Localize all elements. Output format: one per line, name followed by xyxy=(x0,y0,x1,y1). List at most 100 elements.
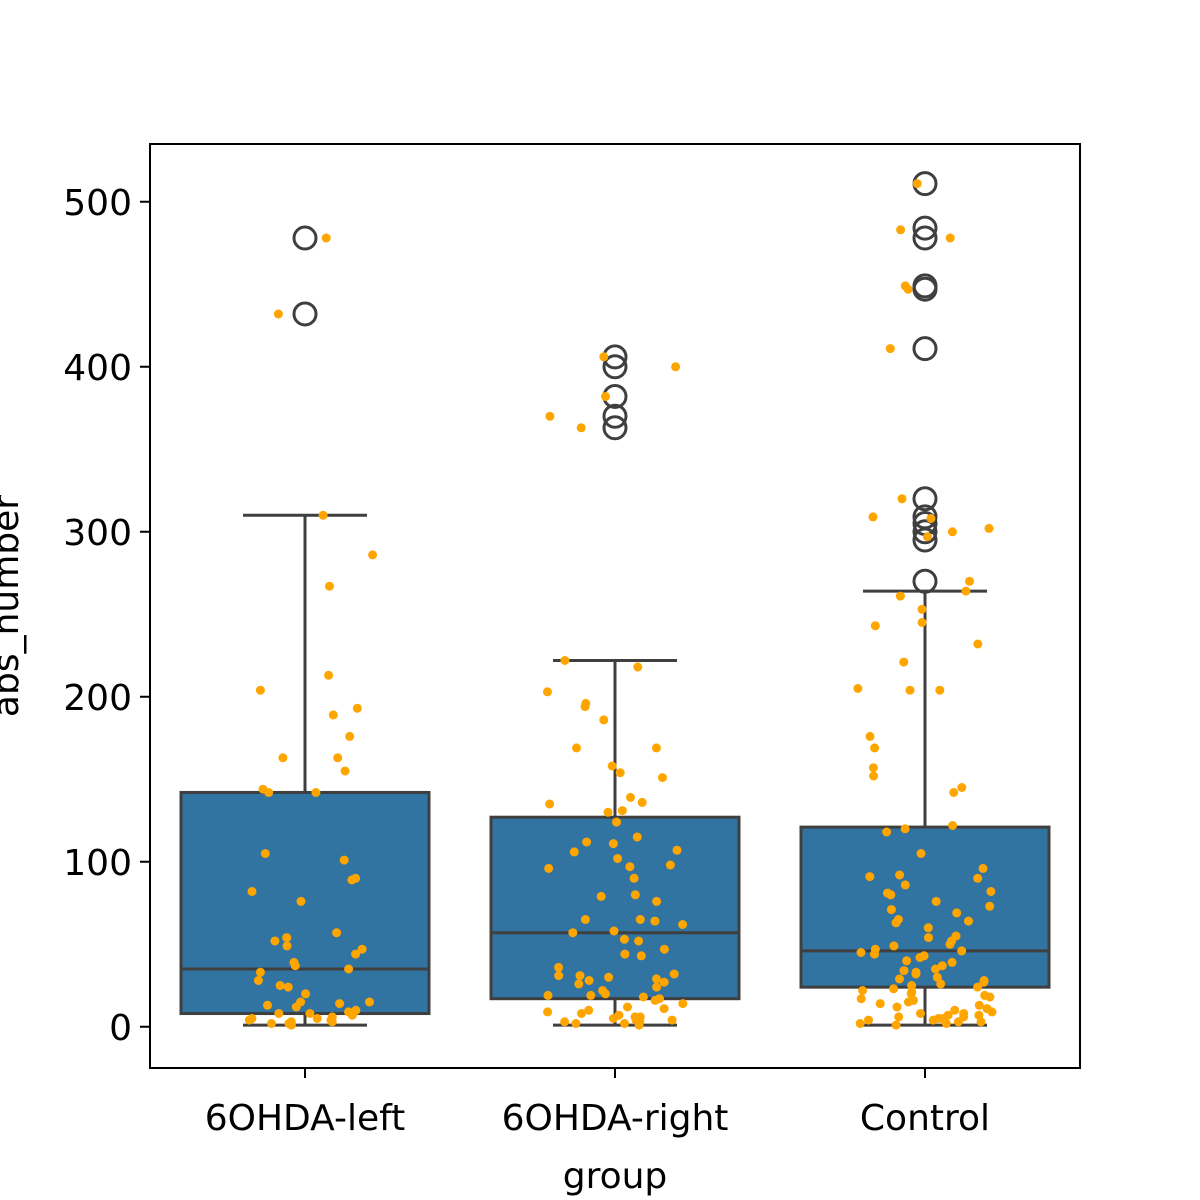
strip-point xyxy=(264,788,274,797)
strip-point xyxy=(629,873,639,883)
strip-point xyxy=(599,352,609,362)
outlier-marker xyxy=(912,276,938,302)
strip-point xyxy=(894,1012,904,1022)
y-tick-label: 100 xyxy=(63,843,132,884)
strip-point xyxy=(926,514,936,523)
strip-point xyxy=(945,939,955,949)
strip-point xyxy=(544,863,554,873)
strip-point xyxy=(620,949,630,959)
strip-point xyxy=(328,710,338,720)
strip-point xyxy=(652,974,661,984)
strip-point xyxy=(957,946,967,956)
strip-point xyxy=(344,964,354,974)
strip-point xyxy=(596,891,606,901)
strip-point xyxy=(856,948,866,957)
strip-point xyxy=(270,936,280,946)
y-tick-label: 400 xyxy=(63,348,132,389)
outlier-marker xyxy=(602,403,628,429)
strip-point xyxy=(347,875,357,885)
strip-point-group xyxy=(244,233,378,1030)
strip-point xyxy=(900,824,910,834)
strip-point xyxy=(620,1019,629,1028)
strip-point xyxy=(895,870,905,880)
y-tick-label: 300 xyxy=(63,513,132,554)
x-tick-label: Control xyxy=(860,1098,990,1139)
strip-point xyxy=(273,309,283,319)
strip-point xyxy=(984,523,994,533)
strip-point xyxy=(952,908,962,918)
x-tick-label: 6OHDA-left xyxy=(205,1098,406,1139)
strip-point xyxy=(576,423,586,433)
strip-point xyxy=(658,773,667,783)
x-axis-title: group xyxy=(563,1156,668,1197)
outlier-marker xyxy=(912,225,938,251)
outlier-marker xyxy=(912,215,938,241)
strip-point xyxy=(365,997,374,1007)
strip-point xyxy=(976,1017,986,1027)
strip-point xyxy=(678,999,688,1009)
strip-point xyxy=(609,926,619,936)
strip-point xyxy=(543,990,553,1000)
strip-point xyxy=(855,1019,865,1028)
strip-point xyxy=(617,806,627,816)
strip-point xyxy=(253,976,263,985)
strip-point xyxy=(601,989,610,999)
strip-point xyxy=(613,854,623,863)
strip-point xyxy=(305,1009,315,1018)
strip-point xyxy=(987,1007,997,1017)
strip-point xyxy=(916,849,926,858)
strip-point xyxy=(902,956,912,966)
strip-point xyxy=(900,880,910,890)
strip-point xyxy=(635,915,645,924)
strip-point xyxy=(632,832,642,842)
strip-point xyxy=(275,981,285,990)
outlier-marker xyxy=(912,568,938,594)
strip-point xyxy=(554,971,564,981)
strip-point xyxy=(911,969,921,979)
strip-point xyxy=(868,763,878,773)
strip-point xyxy=(569,847,579,857)
strip-point xyxy=(650,995,660,1005)
strip-point xyxy=(870,949,879,959)
strip-point xyxy=(601,392,610,401)
outlier-marker xyxy=(912,527,938,553)
strip-point xyxy=(905,685,915,695)
strip-point xyxy=(577,1009,586,1018)
strip-point xyxy=(333,753,343,763)
strip-points-layer xyxy=(244,179,997,1030)
strip-point xyxy=(957,783,967,792)
strip-point xyxy=(937,961,947,971)
strip-point xyxy=(582,837,592,847)
strip-point xyxy=(864,1015,873,1025)
strip-point xyxy=(665,860,675,870)
outlier-marker xyxy=(912,519,938,545)
strip-point xyxy=(899,966,909,976)
strip-point xyxy=(978,863,988,873)
strip-point xyxy=(282,941,292,951)
strip-point xyxy=(607,761,617,771)
outlier-marker xyxy=(292,301,318,327)
strip-point xyxy=(623,1002,632,1012)
strip-point xyxy=(897,494,907,504)
strip-point xyxy=(311,788,321,797)
strip-point xyxy=(865,872,875,882)
strip-point xyxy=(580,915,590,924)
strip-point xyxy=(986,887,996,896)
strip-point xyxy=(678,920,688,929)
strip-point xyxy=(301,989,311,999)
strip-point xyxy=(886,905,896,915)
strip-point xyxy=(335,999,345,1009)
strip-point xyxy=(543,1007,553,1017)
outlier-marker xyxy=(292,225,318,251)
x-axis: 6OHDA-left 6OHDA-right Control xyxy=(205,1068,990,1139)
strip-point xyxy=(915,953,925,962)
strip-point xyxy=(891,918,901,928)
strip-point xyxy=(247,887,257,896)
strip-point xyxy=(947,957,957,967)
y-axis-title: abs_number xyxy=(0,495,27,717)
strip-point xyxy=(917,604,927,614)
strip-point xyxy=(923,532,932,542)
strip-point xyxy=(263,1000,272,1010)
strip-point xyxy=(652,982,662,992)
strip-point xyxy=(853,684,863,693)
